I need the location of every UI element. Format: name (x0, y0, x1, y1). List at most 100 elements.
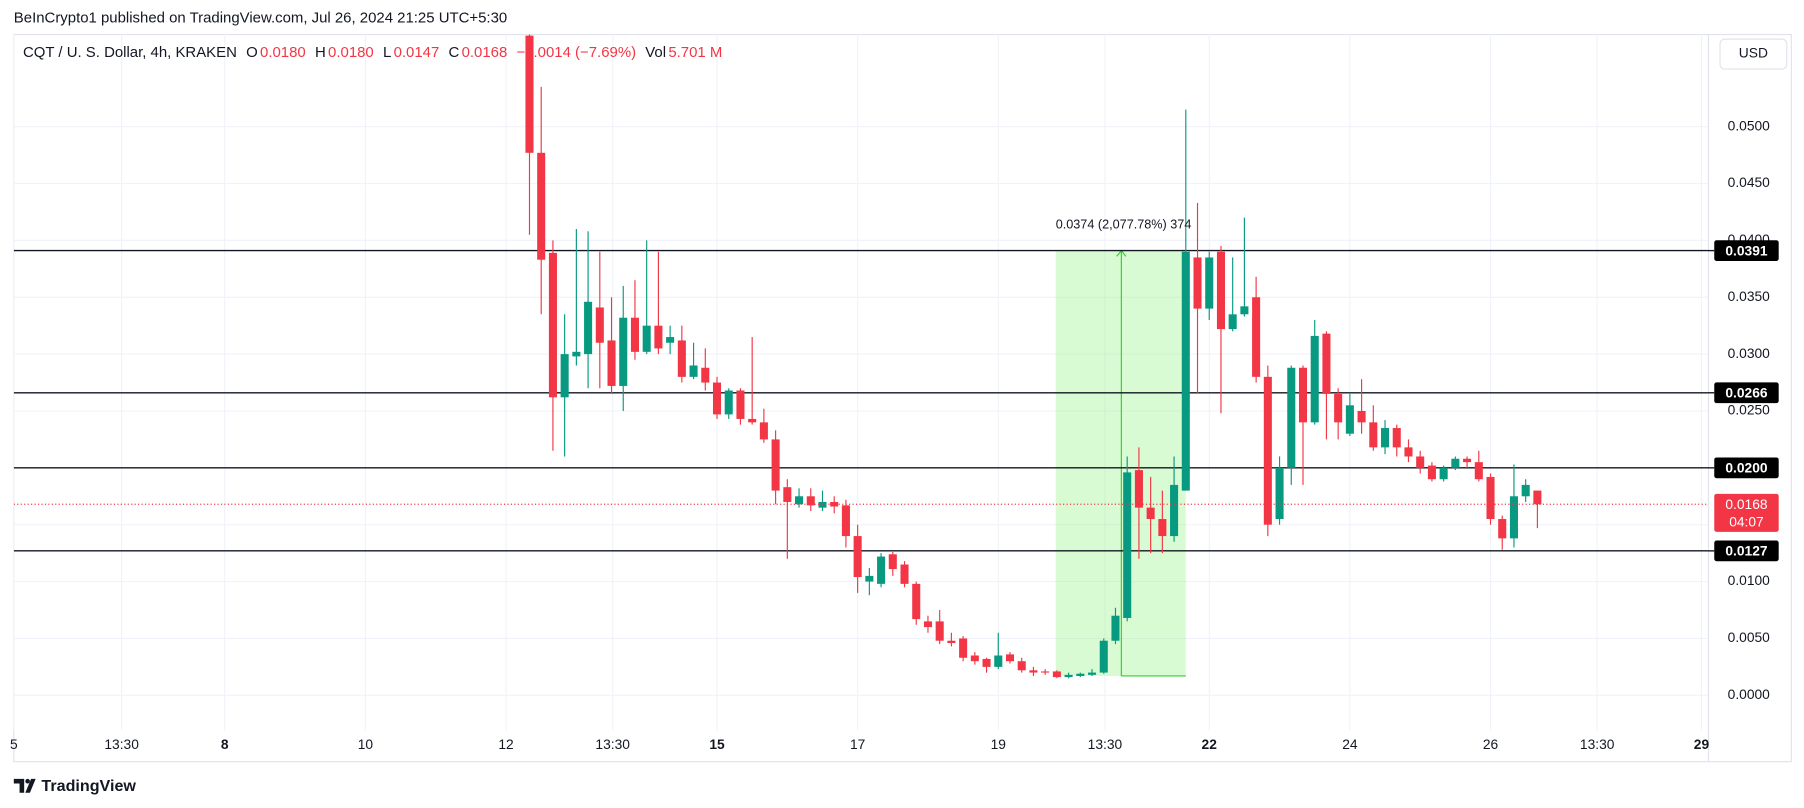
brand: TradingView (41, 777, 136, 795)
x-tick-label: 17 (850, 737, 865, 752)
candle-body (537, 152, 546, 260)
x-tick-label: 24 (1342, 737, 1358, 752)
symbol-legend: CQT / U. S. Dollar, 4h, KRAKEN O 0.0180 H 0.… (23, 44, 722, 61)
candle-body (595, 307, 604, 343)
tradingview-logo: TradingView (13, 777, 136, 795)
candle-body (1357, 410, 1366, 423)
legend-volume: 5.701 M (668, 44, 722, 61)
y-tick-label: 0.0450 (1728, 175, 1771, 190)
y-tick-label: 0.0350 (1728, 289, 1771, 304)
candle-body (759, 422, 768, 440)
legend-value: 0.0180 (328, 44, 374, 61)
last-price-tag (1714, 493, 1779, 532)
candle-body (525, 35, 534, 153)
grid (13, 34, 1709, 731)
candle-body (1521, 484, 1530, 497)
candle-body (1193, 257, 1202, 309)
candle-body (712, 382, 722, 415)
candle-body (1205, 257, 1214, 309)
x-tick-label: 12 (498, 737, 513, 752)
candle-body (1322, 333, 1331, 394)
chart-frame (13, 33, 1792, 763)
candle-body (935, 621, 944, 641)
candle-body (795, 496, 804, 505)
candle-body (1158, 519, 1167, 537)
candle-body (1298, 367, 1308, 423)
candle-body (865, 575, 874, 582)
candle-body (1533, 490, 1542, 505)
candle-body (1345, 405, 1354, 434)
level-label: 0.0266 (1725, 386, 1768, 401)
x-tick-label: 26 (1483, 737, 1499, 752)
candle-body (1509, 496, 1518, 539)
candle-body (1381, 428, 1390, 448)
candle-body (1111, 615, 1120, 641)
candle-body (1240, 306, 1249, 315)
candle-body (1404, 447, 1413, 457)
countdown-label: 04:07 (1729, 514, 1764, 529)
candle-body (1310, 335, 1319, 423)
legend-key: H (315, 44, 326, 61)
legend-value: 0.0168 (462, 44, 508, 61)
candle-body (584, 301, 593, 355)
y-tick-label: 0.0100 (1728, 573, 1771, 588)
measure-box (1055, 250, 1186, 676)
legend-symbol: CQT / U. S. Dollar, 4h, KRAKEN (23, 44, 237, 61)
currency-button[interactable] (1719, 38, 1788, 70)
level-tag (1714, 540, 1779, 562)
x-tick-label: 22 (1202, 737, 1218, 752)
x-tick-label: 29 (1694, 737, 1710, 752)
candle-body (1263, 376, 1272, 525)
currency-label[interactable]: USD (1739, 46, 1768, 61)
legend-key: C (448, 44, 459, 61)
candle-body (1134, 470, 1143, 508)
candle-body (853, 536, 862, 578)
y-tick-label: 0.0250 (1728, 403, 1771, 418)
candle-body (1029, 670, 1038, 673)
candle-body (560, 354, 569, 398)
candle-body (1005, 654, 1015, 662)
x-tick-label: 19 (991, 737, 1007, 752)
candle-body (970, 655, 979, 662)
level-label: 0.0127 (1725, 544, 1768, 559)
candle-body (1228, 314, 1237, 330)
legend-key: L (383, 44, 391, 61)
logo-dot (25, 778, 30, 784)
candle-body (1451, 458, 1460, 468)
candle-body (736, 390, 745, 419)
candle-body (572, 351, 581, 357)
x-tick-label: 8 (221, 737, 229, 752)
level-tag (1714, 240, 1779, 261)
candle-body (701, 367, 710, 383)
candle-body (783, 487, 792, 502)
candle-body (923, 621, 932, 628)
candle-body (900, 564, 909, 584)
candle-body (1369, 422, 1378, 448)
candle-body (1416, 456, 1425, 468)
level-tag (1714, 457, 1779, 479)
candle-body (1099, 640, 1108, 673)
candle-body (689, 365, 698, 377)
x-tick-label: 13:30 (104, 737, 139, 752)
x-tick-label: 10 (358, 737, 374, 752)
candle-body (1287, 367, 1296, 468)
candle-body (1439, 467, 1448, 480)
x-tick-label: 13:30 (595, 737, 630, 752)
candle-body (912, 583, 921, 620)
y-tick-label: 0.0500 (1728, 118, 1771, 133)
candle-body (548, 252, 557, 398)
x-tick-label: 13:30 (1088, 737, 1123, 752)
legend-volume-key: Vol (645, 44, 666, 61)
candle-body (1392, 428, 1401, 448)
candle-body (888, 554, 897, 570)
legend-key: O (246, 44, 258, 61)
candle-body (630, 317, 639, 352)
legend-value: 0.0180 (260, 44, 306, 61)
candle-body (830, 501, 839, 507)
candle-body (1216, 251, 1225, 330)
candle-body (654, 325, 663, 349)
candle-body (1064, 674, 1073, 678)
candle-body (1474, 462, 1483, 480)
